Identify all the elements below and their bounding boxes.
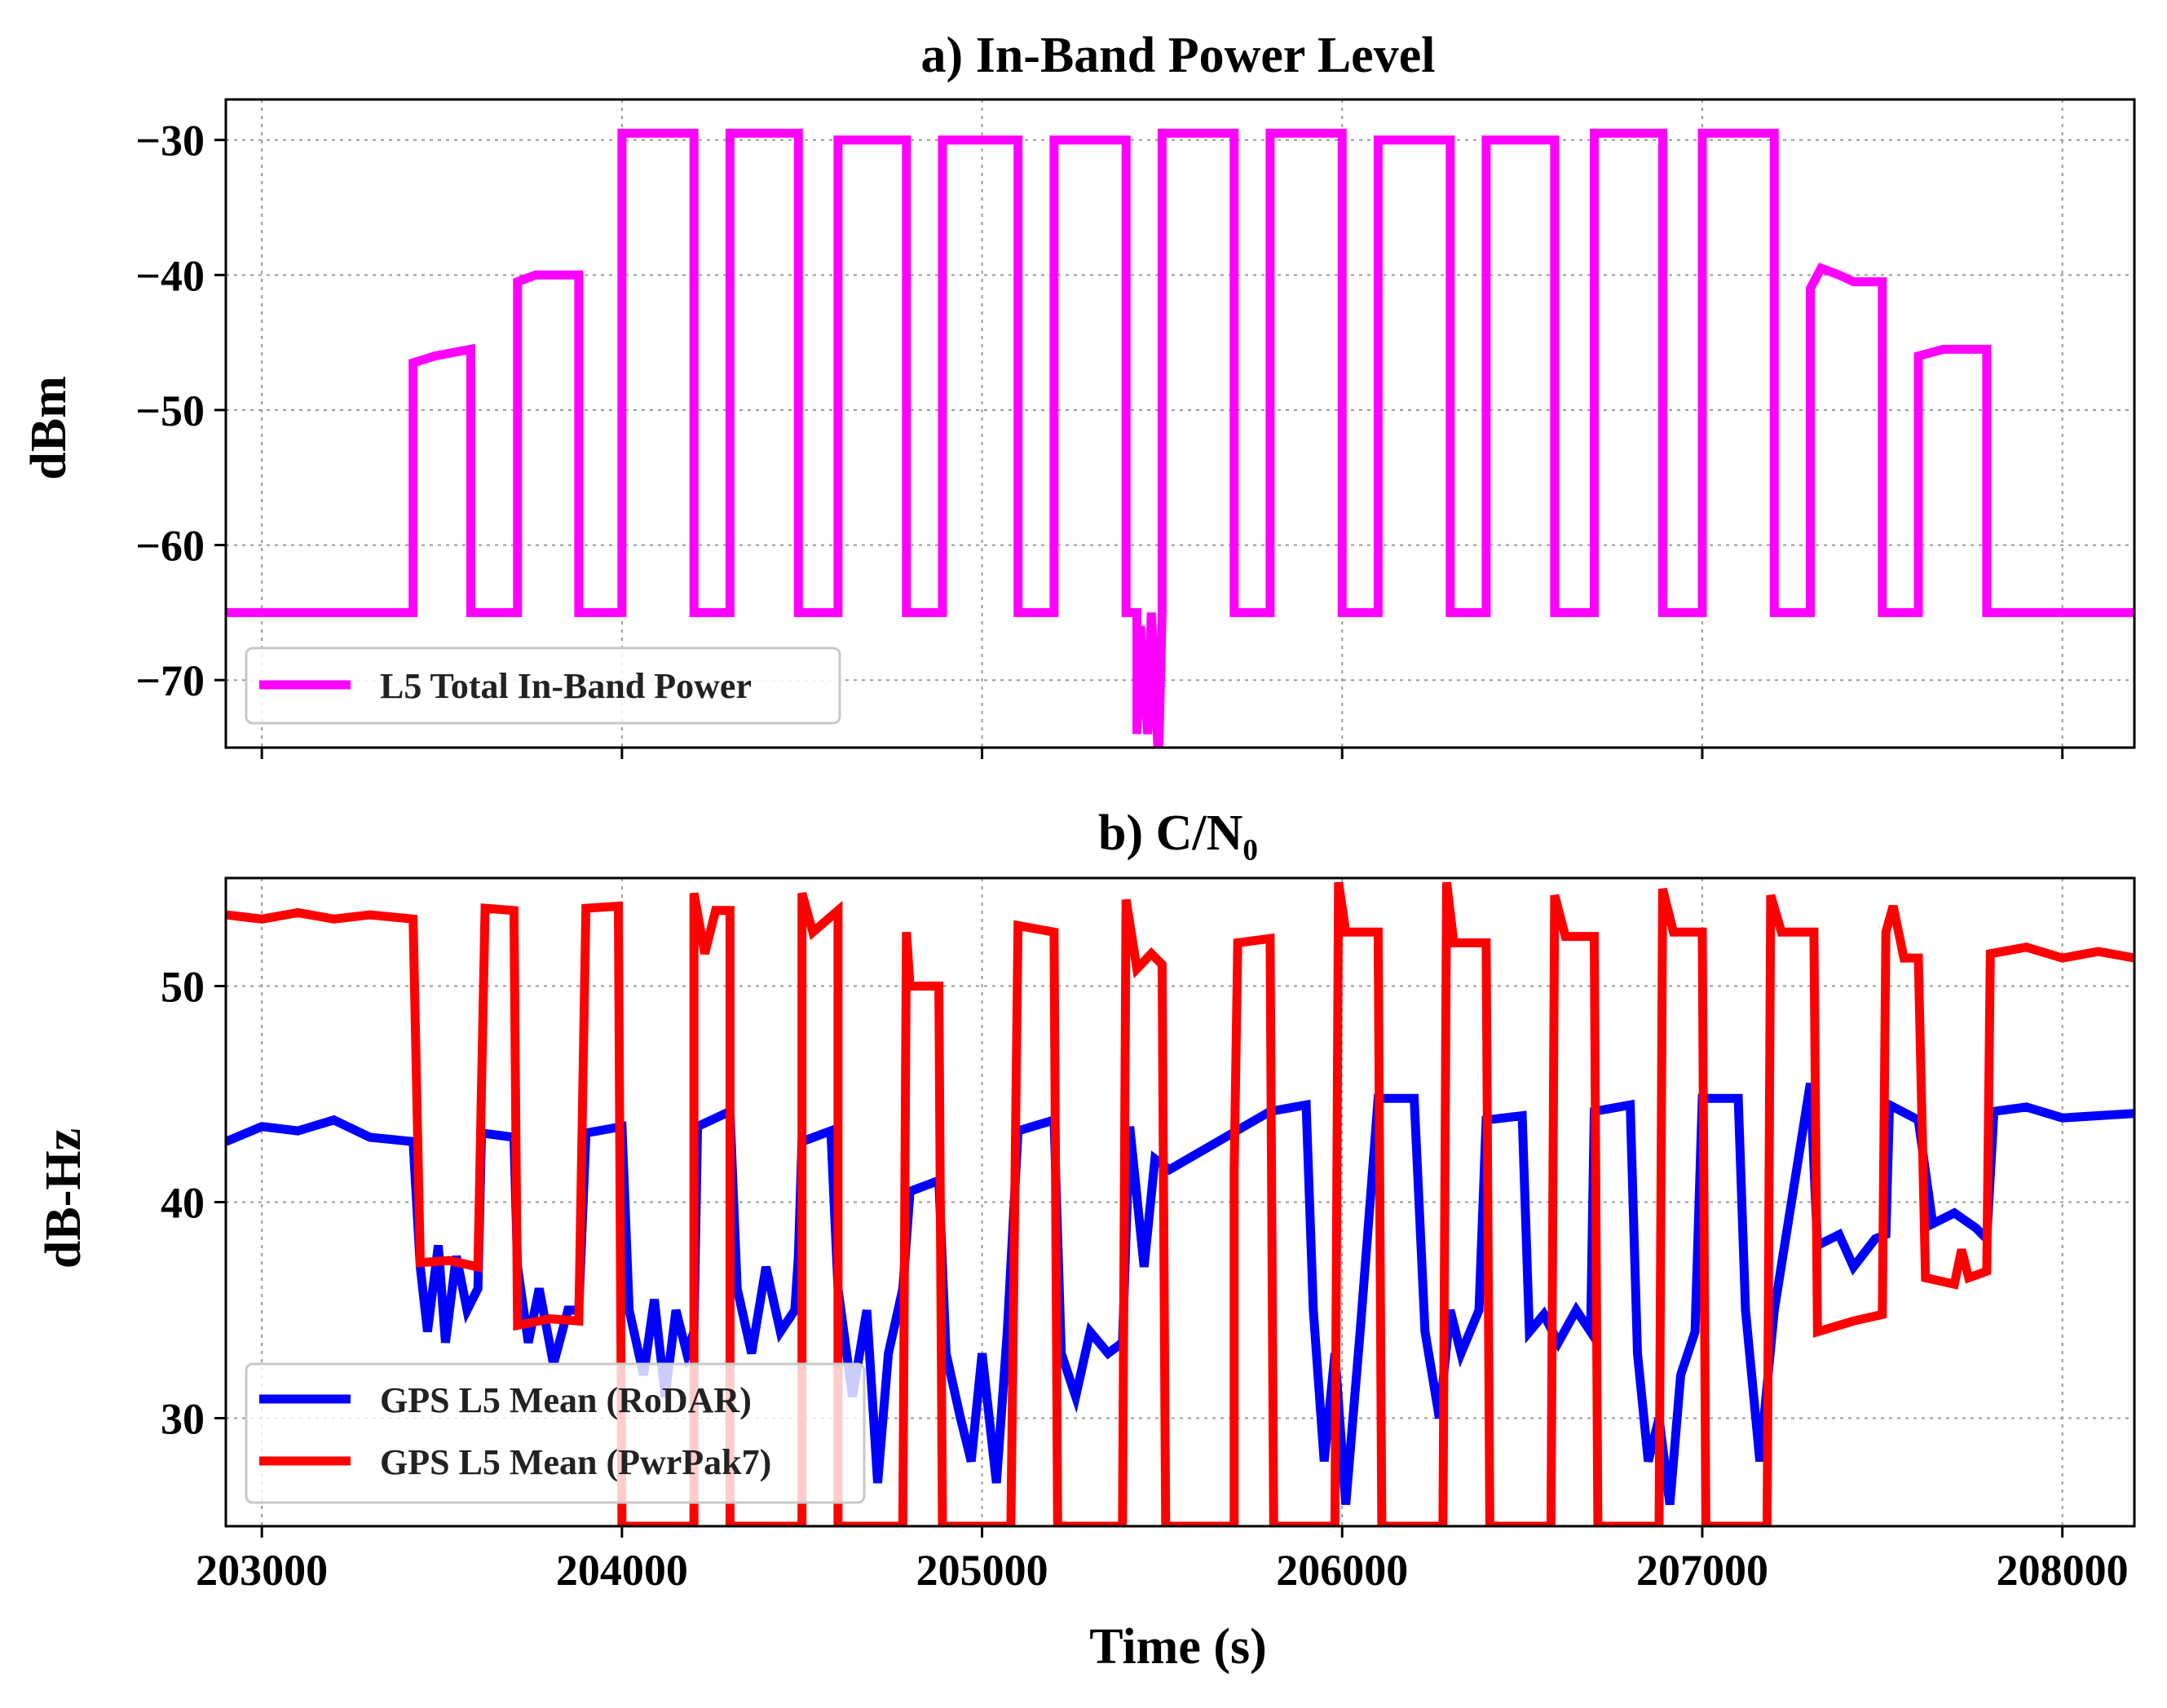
y-tick-label: −70 <box>135 656 205 705</box>
y-tick-label: 50 <box>161 963 205 1012</box>
panel-a-frame <box>224 98 2136 749</box>
panel-b-ticks: 203000 204000 205000 206000 207000 208000 50 40… <box>161 963 2129 1595</box>
x-tick-label: 208000 <box>1997 1546 2129 1595</box>
y-tick-label: −50 <box>135 386 205 435</box>
y-tick-label: −40 <box>135 251 205 300</box>
panel-b-title: b) C/N₀ <box>1098 805 1258 861</box>
panel-b-xlabel: Time (s) <box>1089 1619 1267 1675</box>
panel-a-ylabel: dBm <box>21 376 77 479</box>
y-tick-label: 30 <box>161 1395 205 1444</box>
panel-b: b) C/N₀ dB-Hz 203000 204000 205000 206000 20… <box>36 805 2136 1675</box>
panel-a: a) In-Band Power Level dBm −30−40−50−60−… <box>21 28 2136 759</box>
y-tick-label: 40 <box>161 1179 205 1228</box>
panel-a-legend-box <box>245 647 841 725</box>
series-line-l5-total-in-band-power <box>226 128 2134 748</box>
legend-label-pwrpak7: GPS L5 Mean (PwrPak7) <box>380 1442 771 1482</box>
y-tick-label: −60 <box>135 522 205 571</box>
panel-a-ticks: −30 −40 −50 −60 −70 <box>135 117 2064 759</box>
x-tick-label: 207000 <box>1636 1546 1768 1595</box>
panel-b-legend-box <box>245 1362 866 1504</box>
x-tick-label: 205000 <box>916 1546 1048 1595</box>
y-tick-label: −30 <box>135 117 205 166</box>
panel-b-frame <box>224 876 2136 1528</box>
x-tick-label: 204000 <box>556 1546 688 1595</box>
x-tick-label: 203000 <box>196 1546 328 1595</box>
panel-b-ylabel: dB-Hz <box>36 1128 91 1269</box>
panel-b-plot-area <box>226 881 2134 1526</box>
x-tick-label: 206000 <box>1276 1546 1408 1595</box>
series-line-gps-l5-mean-rodar- <box>226 1082 2134 1506</box>
series-line-gps-l5-mean-pwrpak7- <box>226 881 2134 1526</box>
legend-label-l5-power: L5 Total In-Band Power <box>380 666 752 706</box>
panel-a-legend: L5 Total In-Band Power <box>245 647 841 725</box>
legend-label-rodar: GPS L5 Mean (RoDAR) <box>380 1380 752 1420</box>
panel-a-title: a) In-Band Power Level <box>921 28 1436 83</box>
panel-b-legend: GPS L5 Mean (RoDAR) GPS L5 Mean (PwrPak7… <box>245 1362 866 1504</box>
panel-a-plot-area <box>226 128 2134 748</box>
